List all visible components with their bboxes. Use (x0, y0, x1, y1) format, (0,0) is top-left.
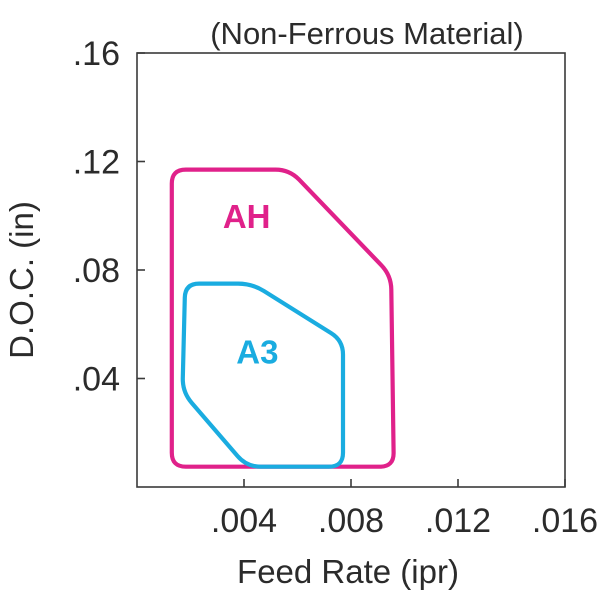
x-tick-label: .008 (318, 502, 384, 540)
chart-title: (Non-Ferrous Material) (210, 16, 524, 51)
y-axis-ticks (137, 52, 145, 380)
region-a3-label: A3 (236, 334, 278, 371)
x-tick-label: .016 (532, 502, 598, 540)
x-axis-ticks (243, 479, 566, 487)
region-ah-outline (169, 167, 396, 469)
y-tick-label: .04 (73, 361, 120, 399)
plot-frame (136, 52, 566, 488)
x-tick-label: .012 (425, 502, 491, 540)
x-tick-label: .004 (211, 502, 277, 540)
y-tick-label: .12 (73, 144, 120, 182)
y-tick-label: .16 (73, 35, 120, 73)
x-axis-tick-labels: .004 .008 .012 .016 (211, 502, 598, 540)
y-axis-label: D.O.C. (in) (3, 201, 40, 359)
regions (169, 167, 396, 469)
x-axis-label: Feed Rate (ipr) (237, 553, 459, 590)
region-ah-label: AH (223, 198, 271, 235)
region-labels: AH A3 (223, 198, 279, 371)
y-tick-label: .08 (73, 252, 120, 290)
region-a3-outline (180, 281, 346, 469)
y-axis-tick-labels: .04 .08 .12 .16 (73, 35, 120, 399)
